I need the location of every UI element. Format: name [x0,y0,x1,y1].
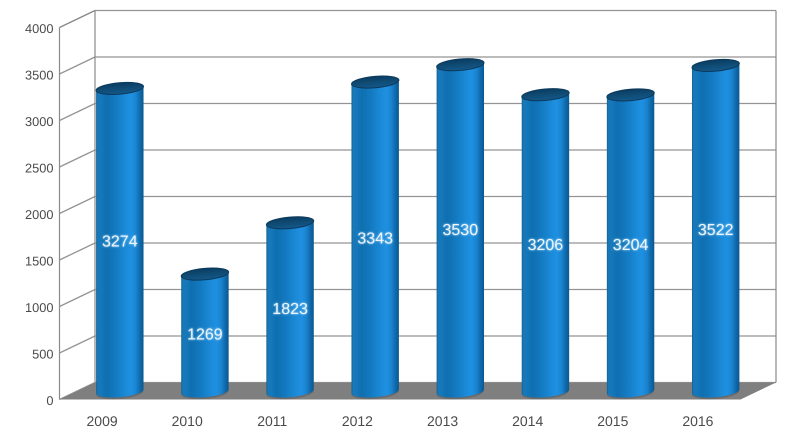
svg-text:3206: 3206 [528,237,564,254]
svg-text:2500: 2500 [25,161,53,176]
svg-text:3274: 3274 [102,234,138,251]
svg-text:1823: 1823 [272,301,308,318]
svg-text:2014: 2014 [512,413,543,429]
svg-text:1269: 1269 [187,327,223,344]
svg-text:2011: 2011 [257,413,287,429]
svg-text:3274: 3274 [102,234,138,251]
svg-text:0: 0 [46,393,53,408]
svg-text:3530: 3530 [443,222,479,239]
svg-text:2012: 2012 [342,413,373,429]
svg-text:2010: 2010 [172,413,203,429]
svg-text:3530: 3530 [443,222,479,239]
svg-text:3204: 3204 [613,237,649,254]
svg-text:1500: 1500 [25,254,53,269]
svg-text:3206: 3206 [528,237,564,254]
svg-text:1269: 1269 [187,327,223,344]
svg-text:2000: 2000 [25,207,53,222]
svg-text:2009: 2009 [87,413,118,429]
svg-text:3522: 3522 [698,222,734,239]
svg-text:3343: 3343 [357,231,393,248]
svg-text:3500: 3500 [25,68,53,83]
svg-text:2016: 2016 [682,413,713,429]
svg-text:4000: 4000 [25,21,53,36]
svg-text:3204: 3204 [613,237,649,254]
svg-text:1000: 1000 [25,300,53,315]
svg-text:1823: 1823 [272,301,308,318]
svg-text:3000: 3000 [25,114,53,129]
svg-text:500: 500 [32,347,53,362]
svg-text:2013: 2013 [427,413,458,429]
svg-text:3522: 3522 [698,222,734,239]
svg-text:3343: 3343 [357,231,393,248]
svg-text:2015: 2015 [597,413,628,429]
